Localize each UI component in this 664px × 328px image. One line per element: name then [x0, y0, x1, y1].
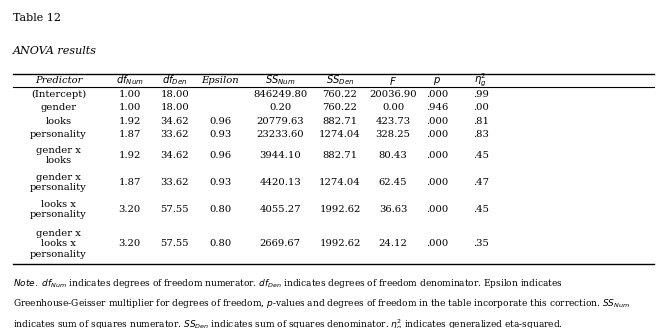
Text: .83: .83 [473, 131, 489, 139]
Text: 57.55: 57.55 [160, 239, 189, 248]
Text: (Intercept): (Intercept) [31, 90, 86, 99]
Text: .45: .45 [473, 205, 489, 214]
Text: 18.00: 18.00 [160, 90, 189, 99]
Text: 0.96: 0.96 [209, 151, 232, 160]
Text: 882.71: 882.71 [323, 117, 357, 126]
Text: .000: .000 [426, 90, 448, 99]
Text: 0.93: 0.93 [209, 178, 232, 187]
Text: 0.96: 0.96 [209, 117, 232, 126]
Text: 18.00: 18.00 [160, 103, 189, 112]
Text: $p$: $p$ [433, 74, 441, 87]
Text: 57.55: 57.55 [160, 205, 189, 214]
Text: .000: .000 [426, 131, 448, 139]
Text: $\eta^2_g$: $\eta^2_g$ [475, 72, 487, 89]
Text: 34.62: 34.62 [160, 117, 189, 126]
Text: gender x
personality: gender x personality [30, 173, 87, 192]
Text: 846249.80: 846249.80 [253, 90, 307, 99]
Text: Greenhouse-Geisser multiplier for degrees of freedom, $\it{p}$-values and degree: Greenhouse-Geisser multiplier for degree… [13, 297, 630, 311]
Text: 882.71: 882.71 [323, 151, 357, 160]
Text: 0.93: 0.93 [209, 131, 232, 139]
Text: $df_{Den}$: $df_{Den}$ [162, 74, 187, 88]
Text: 80.43: 80.43 [378, 151, 408, 160]
Text: Predictor: Predictor [35, 76, 82, 85]
Text: ANOVA results: ANOVA results [13, 46, 98, 56]
Text: 3.20: 3.20 [118, 205, 141, 214]
Text: gender x
looks: gender x looks [36, 146, 81, 165]
Text: looks: looks [45, 117, 72, 126]
Text: 1992.62: 1992.62 [319, 239, 361, 248]
Text: looks x
personality: looks x personality [30, 200, 87, 219]
Text: 3.20: 3.20 [118, 239, 141, 248]
Text: 1274.04: 1274.04 [319, 131, 361, 139]
Text: $SS_{Num}$: $SS_{Num}$ [265, 74, 295, 88]
Text: 1274.04: 1274.04 [319, 178, 361, 187]
Text: .35: .35 [473, 239, 489, 248]
Text: 1.00: 1.00 [118, 103, 141, 112]
Text: 760.22: 760.22 [323, 90, 357, 99]
Text: 4055.27: 4055.27 [260, 205, 301, 214]
Text: 62.45: 62.45 [378, 178, 408, 187]
Text: indicates sum of squares numerator. $\it{SS_{Den}}$ indicates sum of squares den: indicates sum of squares numerator. $\it… [13, 318, 563, 328]
Text: .000: .000 [426, 239, 448, 248]
Text: 20036.90: 20036.90 [369, 90, 417, 99]
Text: .946: .946 [426, 103, 448, 112]
Text: .45: .45 [473, 151, 489, 160]
Text: 1.92: 1.92 [118, 117, 141, 126]
Text: Table 12: Table 12 [13, 13, 61, 23]
Text: .47: .47 [473, 178, 489, 187]
Text: $F$: $F$ [389, 74, 397, 87]
Text: personality: personality [30, 131, 87, 139]
Text: gender x
looks x
personality: gender x looks x personality [30, 229, 87, 258]
Text: $df_{Num}$: $df_{Num}$ [116, 74, 143, 88]
Text: .000: .000 [426, 205, 448, 214]
Text: 1.87: 1.87 [118, 178, 141, 187]
Text: .99: .99 [473, 90, 489, 99]
Text: 1.00: 1.00 [118, 90, 141, 99]
Text: 33.62: 33.62 [161, 131, 189, 139]
Text: .000: .000 [426, 178, 448, 187]
Text: 1992.62: 1992.62 [319, 205, 361, 214]
Text: 328.25: 328.25 [376, 131, 410, 139]
Text: 33.62: 33.62 [161, 178, 189, 187]
Text: gender: gender [41, 103, 76, 112]
Text: .000: .000 [426, 151, 448, 160]
Text: 423.73: 423.73 [376, 117, 410, 126]
Text: .81: .81 [473, 117, 489, 126]
Text: 2669.67: 2669.67 [260, 239, 301, 248]
Text: 0.80: 0.80 [209, 205, 232, 214]
Text: 0.80: 0.80 [209, 239, 232, 248]
Text: 4420.13: 4420.13 [260, 178, 301, 187]
Text: $SS_{Den}$: $SS_{Den}$ [326, 74, 354, 88]
Text: .00: .00 [473, 103, 489, 112]
Text: 3944.10: 3944.10 [260, 151, 301, 160]
Text: 1.87: 1.87 [118, 131, 141, 139]
Text: $\it{Note.}$ $\it{df_{Num}}$ indicates degrees of freedom numerator. $\it{df_{De: $\it{Note.}$ $\it{df_{Num}}$ indicates d… [13, 277, 563, 290]
Text: .000: .000 [426, 117, 448, 126]
Text: 23233.60: 23233.60 [256, 131, 304, 139]
Text: 0.00: 0.00 [382, 103, 404, 112]
Text: 24.12: 24.12 [378, 239, 408, 248]
Text: 36.63: 36.63 [379, 205, 407, 214]
Text: 1.92: 1.92 [118, 151, 141, 160]
Text: 0.20: 0.20 [269, 103, 291, 112]
Text: Epsilon: Epsilon [202, 76, 239, 85]
Text: 760.22: 760.22 [323, 103, 357, 112]
Text: 20779.63: 20779.63 [256, 117, 304, 126]
Text: 34.62: 34.62 [160, 151, 189, 160]
